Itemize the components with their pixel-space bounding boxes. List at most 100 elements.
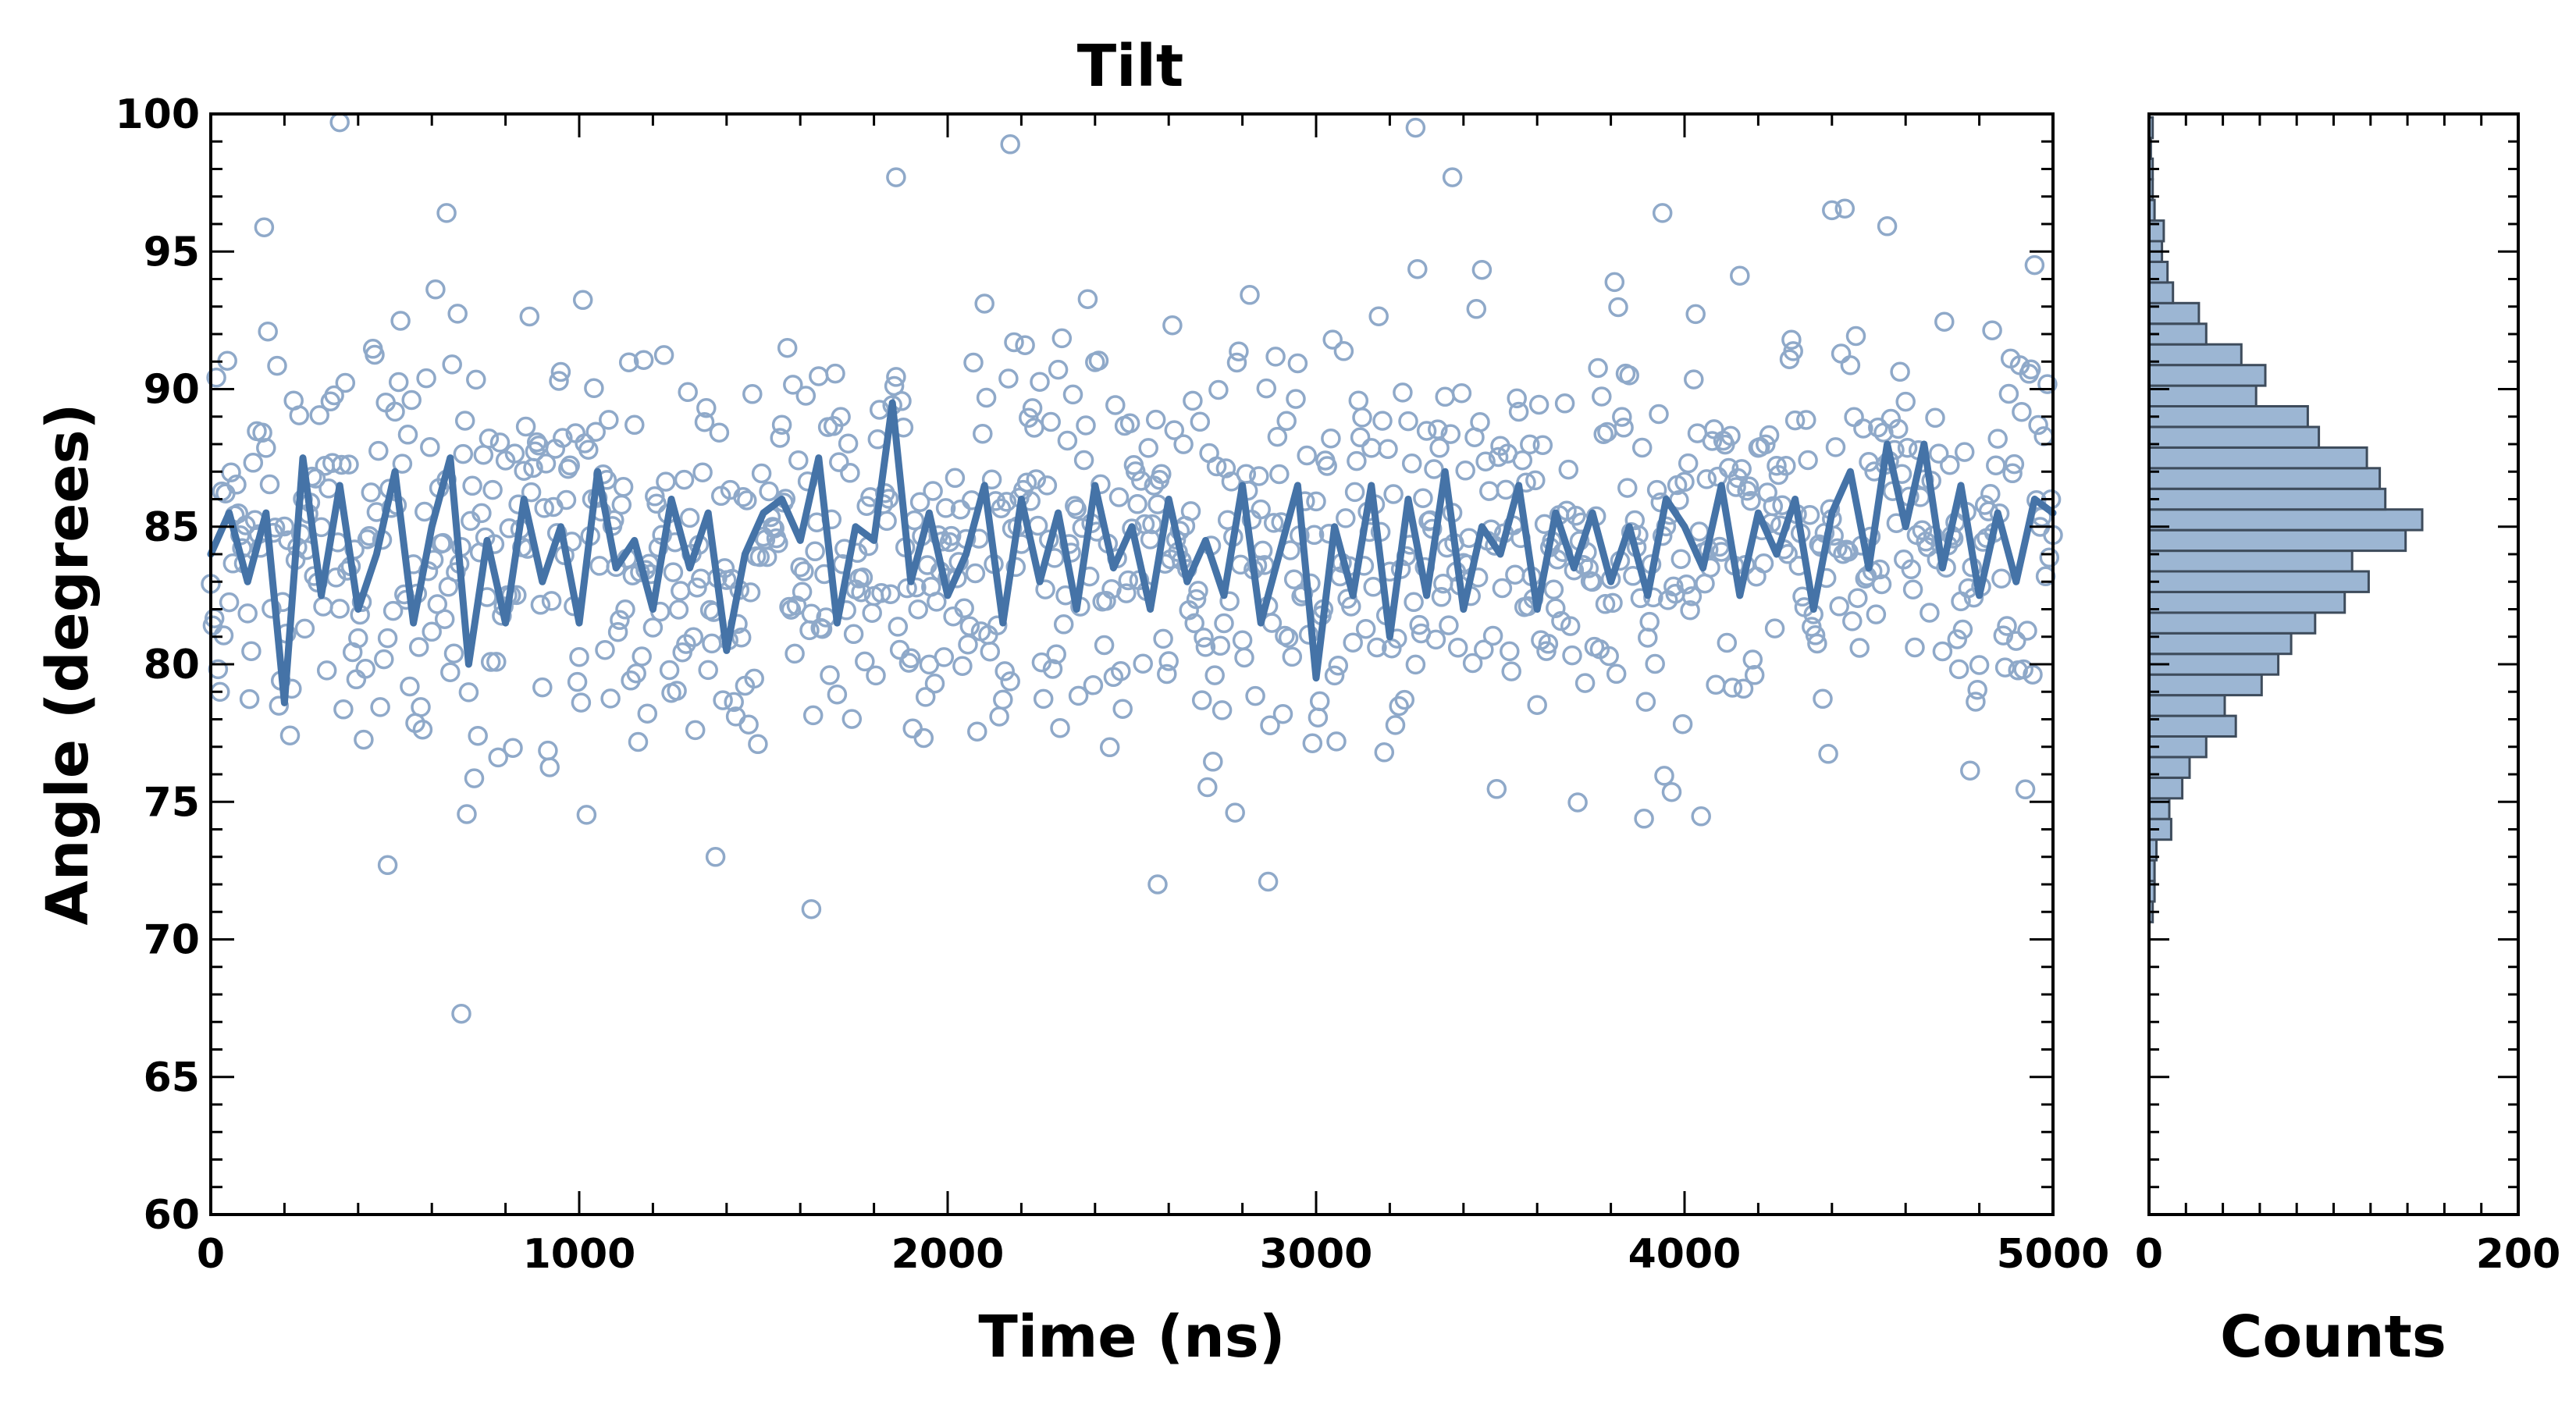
scatter-point: [377, 628, 398, 649]
scatter-point: [519, 306, 540, 327]
scatter-point: [259, 474, 280, 495]
scatter-point: [881, 584, 901, 604]
scatter-point: [1057, 430, 1078, 451]
scatter-point: [656, 471, 676, 492]
scatter-point: [267, 355, 287, 376]
scatter-point: [802, 705, 824, 726]
scatter-point: [600, 688, 621, 709]
scatter-point: [1474, 639, 1494, 660]
scatter-point: [1116, 583, 1137, 603]
scatter-point: [521, 482, 542, 503]
scatter-point: [1670, 549, 1692, 569]
scatter-point: [841, 709, 863, 729]
scatter-point: [1997, 616, 2017, 636]
scatter-point: [1306, 491, 1326, 512]
scatter-point: [464, 768, 485, 788]
scatter-point: [1848, 588, 1868, 608]
scatter-point: [1764, 618, 1785, 638]
scatter-point: [538, 740, 558, 761]
scatter-point: [1661, 781, 1682, 802]
scatter-point: [1512, 450, 1533, 471]
histogram-bar: [2147, 817, 2172, 841]
scatter-point: [567, 671, 588, 692]
scatter-point: [1048, 359, 1069, 380]
scatter-point: [269, 695, 290, 716]
scatter-point: [354, 729, 374, 750]
scatter-point: [1634, 809, 1654, 829]
scatter-point: [1344, 482, 1365, 503]
scatter-point: [996, 492, 1017, 512]
scatter-point: [1742, 649, 1763, 670]
scatter-point: [1528, 394, 1550, 415]
scatter-point: [1324, 665, 1345, 686]
scatter-point: [1470, 412, 1490, 432]
scatter-point: [425, 279, 446, 300]
scatter-point: [1157, 663, 1177, 685]
scatter-point: [1184, 613, 1204, 634]
scatter-point: [663, 562, 684, 582]
scatter-point: [1035, 579, 1055, 599]
scatter-point: [667, 681, 687, 701]
x-tick-label: 4000: [1628, 1231, 1742, 1278]
scatter-point: [1527, 695, 1547, 715]
scatter-point: [1617, 478, 1638, 498]
scatter-point: [473, 444, 494, 465]
scatter-point: [400, 676, 420, 697]
scatter-point: [993, 689, 1013, 710]
scatter-point: [1877, 216, 1898, 237]
scatter-point: [1759, 425, 1780, 446]
scatter-point: [1194, 628, 1214, 648]
scatter-point: [886, 367, 906, 387]
scatter-point: [1638, 628, 1658, 648]
scatter-point: [2004, 454, 2025, 475]
histogram-x-axis-title: Counts: [2220, 1304, 2446, 1371]
scatter-point: [1308, 707, 1329, 727]
scatter-point: [1229, 341, 1249, 361]
chart-title: Tilt: [1077, 33, 1184, 100]
scatter-point: [313, 596, 333, 617]
scatter-point: [633, 350, 654, 370]
scatter-point: [683, 627, 704, 647]
histogram-bar: [2147, 528, 2407, 553]
scatter-point: [1608, 297, 1628, 318]
scatter-point: [1062, 384, 1083, 405]
scatter-point: [1796, 410, 1816, 430]
scatter-point: [973, 423, 993, 444]
scatter-point: [440, 662, 461, 682]
scatter-point: [987, 615, 1008, 635]
scatter-point: [1501, 661, 1521, 681]
scatter-point: [1987, 429, 2008, 449]
scatter-point: [952, 656, 973, 676]
scatter-point: [668, 599, 689, 620]
scatter-point: [1952, 619, 1973, 640]
scatter-point: [1378, 439, 1398, 460]
scatter-point: [1416, 421, 1437, 441]
scatter-point: [1525, 470, 1546, 491]
scatter-point: [206, 368, 226, 388]
scatter-point: [1401, 454, 1422, 474]
scatter-point: [1142, 514, 1162, 535]
scatter-point: [980, 641, 1001, 662]
scatter-point: [241, 641, 262, 661]
scatter-point: [1000, 671, 1020, 692]
scatter-point: [401, 389, 422, 411]
scatter-point: [618, 352, 639, 372]
scatter-point: [1068, 685, 1089, 706]
scatter-point: [1133, 653, 1153, 674]
scatter-point: [335, 372, 356, 393]
histogram-bar: [2147, 467, 2382, 490]
scatter-point: [1393, 382, 1413, 403]
scatter-point: [628, 731, 649, 752]
scatter-point: [1191, 690, 1212, 710]
scatter-point: [1722, 678, 1743, 698]
scatter-point: [569, 646, 589, 667]
hist-x-tick-label: 200: [2476, 1231, 2561, 1278]
scatter-point: [219, 592, 240, 613]
scatter-point: [397, 425, 418, 445]
scatter-point: [1407, 258, 1428, 279]
scatter-point: [1409, 614, 1429, 635]
scatter-point: [1442, 167, 1463, 187]
scatter-point: [1158, 651, 1179, 671]
scatter-point: [1905, 637, 1925, 658]
scatter-point: [1845, 325, 1866, 347]
